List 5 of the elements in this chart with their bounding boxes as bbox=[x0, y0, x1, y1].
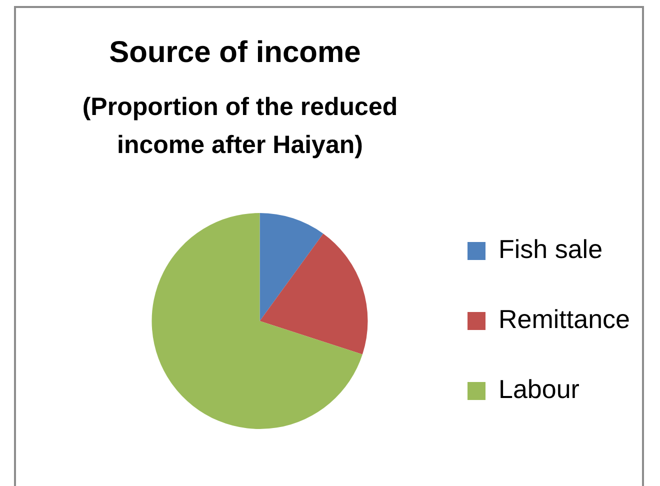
legend-label: Remittance bbox=[498, 304, 630, 334]
legend-label: Labour bbox=[498, 374, 580, 404]
legend-label: Fish sale bbox=[498, 234, 603, 264]
chart-title: Source of income bbox=[108, 36, 362, 70]
chart-subtitle: (Proportion of the reduced income after Haiyan) bbox=[81, 92, 399, 161]
